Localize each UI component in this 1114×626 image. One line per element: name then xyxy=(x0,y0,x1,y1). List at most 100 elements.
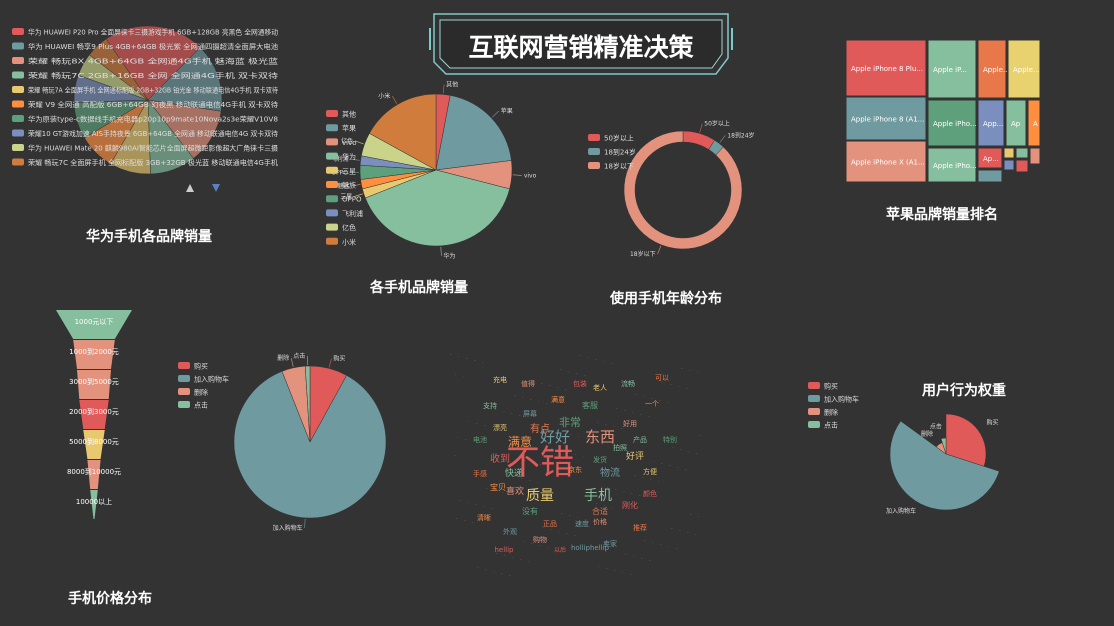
apple-treemap-cell-small[interactable] xyxy=(1003,147,1015,159)
brands-slice[interactable] xyxy=(369,93,437,171)
age-legend-swatch[interactable] xyxy=(588,162,600,169)
behavior-rose-legend-item[interactable]: 点击 xyxy=(824,421,838,430)
behavior-legend-swatch[interactable] xyxy=(178,388,190,395)
apple-treemap-cell[interactable] xyxy=(1007,39,1041,99)
brands-legend-item[interactable]: OPPO xyxy=(342,196,362,204)
apple-treemap-cell-small[interactable] xyxy=(1003,159,1015,171)
brands-legend-swatch[interactable] xyxy=(326,237,338,245)
behavior-rose-legend-swatch[interactable] xyxy=(808,395,820,402)
apple-treemap-cell[interactable] xyxy=(977,39,1007,99)
behavior-rose-legend-item[interactable]: 删除 xyxy=(824,408,838,417)
brands-legend-item[interactable]: 三星 xyxy=(342,167,356,175)
huawei-legend-swatch[interactable] xyxy=(12,158,24,166)
huawei-legend-swatch[interactable] xyxy=(12,144,24,151)
brands-legend-swatch[interactable] xyxy=(326,138,338,146)
huawei-legend-item[interactable]: 荣耀 畅玩8X 4GB+64GB 全网通4G手机 魅海蓝 极光蓝 xyxy=(28,57,278,66)
brands-legend-item[interactable]: 苹果 xyxy=(342,124,356,133)
apple-treemap-cell[interactable] xyxy=(845,39,927,97)
price-funnel-segment[interactable] xyxy=(90,490,98,519)
behavior-rose-legend-swatch[interactable] xyxy=(808,421,820,428)
age-legend-item[interactable]: 18岁以下 xyxy=(604,162,634,171)
brands-legend-swatch[interactable] xyxy=(326,195,338,203)
behavior-legend-item[interactable]: 删除 xyxy=(194,388,208,397)
behavior-rose-slice[interactable] xyxy=(945,413,987,467)
legend-page-up-icon[interactable] xyxy=(186,184,194,192)
huawei-legend-swatch[interactable] xyxy=(12,28,24,35)
brands-legend-swatch[interactable] xyxy=(326,223,338,231)
brands-legend-item[interactable]: 亿色 xyxy=(342,223,356,232)
behavior-legend-item[interactable]: 购买 xyxy=(194,362,208,371)
price-funnel-segment[interactable] xyxy=(77,370,111,399)
price-funnel-segment[interactable] xyxy=(79,400,109,429)
huawei-legend-swatch[interactable] xyxy=(12,100,24,108)
apple-treemap-cell[interactable] xyxy=(1005,99,1027,147)
huawei-legend-item[interactable]: 荣耀 畅玩7A 全面屏手机 全网通标配版 2GB+32GB 铂光金 移动联通电信… xyxy=(28,86,278,95)
huawei-legend-swatch[interactable] xyxy=(12,42,24,50)
age-legend-item[interactable]: 50岁以上 xyxy=(604,134,634,143)
huawei-legend-swatch[interactable] xyxy=(12,115,24,122)
huawei-legend-item[interactable]: 荣耀 畅玩7C 全面屏手机 全网标配版 3GB+32GB 极光蓝 移动联通电信4… xyxy=(28,158,278,167)
apple-treemap-cell[interactable] xyxy=(977,99,1005,147)
price-funnel-segment[interactable] xyxy=(83,430,105,459)
age-slice[interactable] xyxy=(682,130,715,150)
huawei-slice[interactable] xyxy=(147,47,223,112)
apple-treemap-cell[interactable] xyxy=(927,99,977,147)
brands-slice[interactable] xyxy=(435,95,512,171)
legend-page-down-icon[interactable] xyxy=(212,184,220,192)
huawei-legend-swatch[interactable] xyxy=(12,57,24,64)
huawei-slice[interactable] xyxy=(105,25,201,101)
age-legend-swatch[interactable] xyxy=(588,148,600,155)
brands-legend-item[interactable]: 其他 xyxy=(342,110,356,119)
huawei-legend-item[interactable]: 荣耀 畅玩7C 2GB+16GB 全网 全网通4G手机 双卡双待 xyxy=(28,71,278,80)
behavior-slice[interactable] xyxy=(233,371,387,519)
apple-treemap-cell-small[interactable] xyxy=(1015,147,1029,159)
huawei-legend-item[interactable]: 荣耀10 GT游戏加速 AIS手持夜景 6GB+64GB 全网通 移动联通电信4… xyxy=(28,129,278,138)
apple-treemap-cell-small[interactable] xyxy=(1015,159,1029,173)
huawei-legend-item[interactable]: 华为 HUAWEI P20 Pro 全面屏徕卡三摄游戏手机 6GB+128GB … xyxy=(28,28,278,37)
huawei-legend-item[interactable]: 华为 HUAWEI Mate 20 麒麟980AI智能芯片全面屏超微距影像超大广… xyxy=(28,144,278,153)
apple-treemap-cell[interactable] xyxy=(927,147,977,183)
behavior-rose-slice[interactable] xyxy=(889,420,1000,511)
age-legend-item[interactable]: 18到24岁 xyxy=(604,148,636,157)
behavior-rose-slice[interactable] xyxy=(940,437,947,455)
behavior-rose-legend-swatch[interactable] xyxy=(808,382,820,389)
brands-legend-item[interactable]: 华为 xyxy=(342,152,356,161)
behavior-legend-item[interactable]: 加入购物车 xyxy=(194,375,229,384)
huawei-slice[interactable] xyxy=(89,38,149,101)
huawei-legend-item[interactable]: 华为原装type-c数据线手机充电器p20p10p9mate10Nova2s3e… xyxy=(28,115,278,124)
brands-legend-item[interactable]: vivo xyxy=(342,139,357,147)
age-legend-swatch[interactable] xyxy=(588,134,600,141)
brands-legend-swatch[interactable] xyxy=(326,181,338,188)
brands-legend-item[interactable]: 魅族 xyxy=(342,181,356,190)
huawei-legend-swatch[interactable] xyxy=(12,129,24,137)
behavior-rose-legend-item[interactable]: 购买 xyxy=(824,382,838,391)
price-funnel-segment[interactable] xyxy=(56,310,132,339)
price-funnel-segment[interactable] xyxy=(87,460,101,489)
apple-treemap-cell[interactable] xyxy=(845,96,927,141)
apple-treemap-cell[interactable] xyxy=(845,140,927,183)
apple-treemap-cell[interactable] xyxy=(977,147,1003,169)
behavior-rose-legend-item[interactable]: 加入购物车 xyxy=(824,395,859,404)
behavior-slice[interactable] xyxy=(304,365,311,443)
brands-legend-item[interactable]: 小米 xyxy=(342,237,356,246)
behavior-legend-swatch[interactable] xyxy=(178,375,190,382)
apple-treemap-cell-small[interactable] xyxy=(1029,147,1041,165)
price-funnel-segment[interactable] xyxy=(73,340,115,369)
huawei-legend-item[interactable]: 荣耀 V9 全网通 高配版 6GB+64GB 幻夜黑 移动联通电信4G手机 双卡… xyxy=(28,100,278,109)
huawei-legend-item[interactable]: 华为 HUAWEI 畅享9 Plus 4GB+64GB 极光紫 全网通四摄超清全… xyxy=(28,42,278,51)
brands-slice[interactable] xyxy=(365,169,510,247)
brands-legend-swatch[interactable] xyxy=(326,209,338,217)
huawei-legend-swatch[interactable] xyxy=(12,71,24,79)
brands-legend-swatch[interactable] xyxy=(326,152,338,160)
apple-treemap-cell-small[interactable] xyxy=(977,169,1003,183)
behavior-rose-legend-swatch[interactable] xyxy=(808,408,820,415)
apple-treemap-cell[interactable] xyxy=(927,39,977,99)
behavior-legend-item[interactable]: 点击 xyxy=(194,401,208,410)
brands-legend-swatch[interactable] xyxy=(326,110,338,117)
brands-legend-swatch[interactable] xyxy=(326,166,338,174)
behavior-legend-swatch[interactable] xyxy=(178,362,190,369)
brands-legend-swatch[interactable] xyxy=(326,124,338,132)
brands-legend-item[interactable]: 飞利浦 xyxy=(342,209,363,218)
huawei-legend-swatch[interactable] xyxy=(12,86,24,93)
behavior-legend-swatch[interactable] xyxy=(178,401,190,408)
